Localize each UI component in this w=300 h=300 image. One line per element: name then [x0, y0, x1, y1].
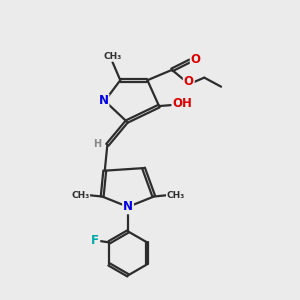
Text: F: F: [91, 234, 99, 247]
Text: H: H: [94, 139, 102, 148]
Text: CH₃: CH₃: [103, 52, 122, 61]
Text: O: O: [191, 53, 201, 66]
Text: N: N: [98, 94, 109, 107]
Text: CH₃: CH₃: [71, 191, 89, 200]
Text: O: O: [184, 75, 194, 88]
Text: OH: OH: [172, 97, 192, 110]
Text: N: N: [123, 200, 133, 213]
Text: CH₃: CH₃: [167, 191, 185, 200]
